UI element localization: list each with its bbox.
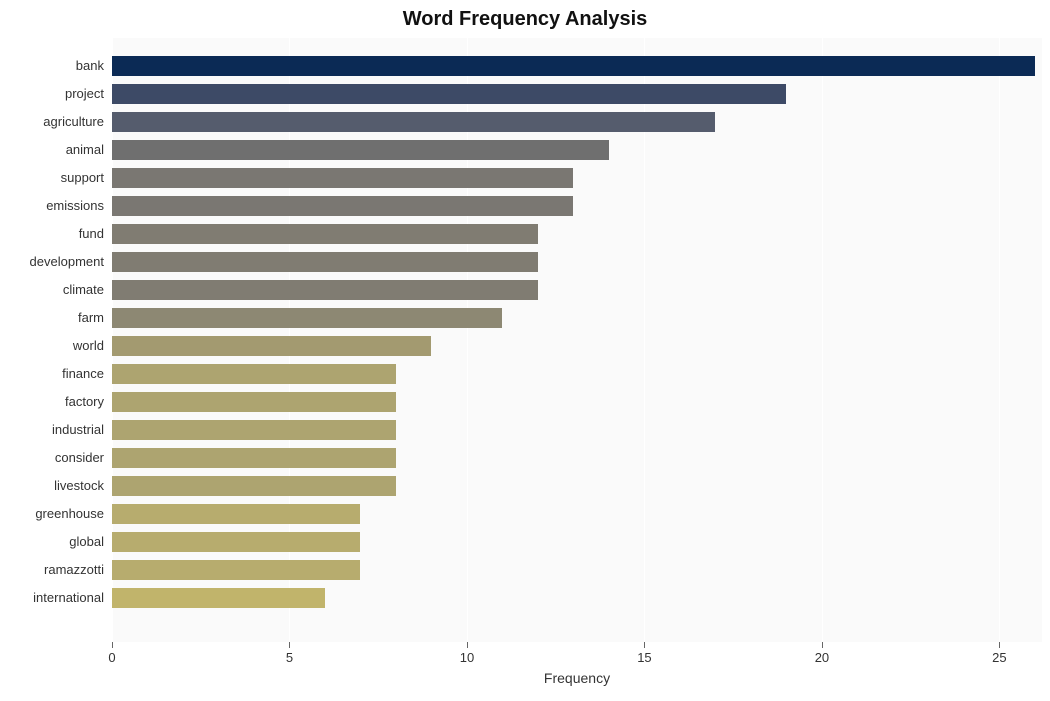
y-tick-label: international bbox=[0, 588, 104, 608]
y-tick-label: global bbox=[0, 532, 104, 552]
bar bbox=[112, 364, 396, 384]
bar bbox=[112, 84, 786, 104]
x-tick-mark bbox=[467, 642, 468, 648]
gridline bbox=[822, 38, 823, 642]
y-tick-label: ramazzotti bbox=[0, 560, 104, 580]
y-tick-label: industrial bbox=[0, 420, 104, 440]
bar bbox=[112, 168, 573, 188]
x-tick-mark bbox=[999, 642, 1000, 648]
bar bbox=[112, 224, 538, 244]
x-tick-label: 25 bbox=[992, 650, 1006, 665]
bar bbox=[112, 560, 360, 580]
y-tick-label: animal bbox=[0, 140, 104, 160]
x-tick-mark bbox=[822, 642, 823, 648]
y-tick-label: consider bbox=[0, 448, 104, 468]
bar bbox=[112, 448, 396, 468]
bar bbox=[112, 308, 502, 328]
x-tick-label: 20 bbox=[815, 650, 829, 665]
chart-container: Word Frequency Analysis bank project agric… bbox=[0, 0, 1050, 701]
y-tick-label: project bbox=[0, 84, 104, 104]
bar bbox=[112, 476, 396, 496]
y-tick-label: fund bbox=[0, 224, 104, 244]
chart-title: Word Frequency Analysis bbox=[0, 8, 1050, 31]
x-tick-mark bbox=[112, 642, 113, 648]
bar bbox=[112, 280, 538, 300]
bar bbox=[112, 588, 325, 608]
y-tick-label: farm bbox=[0, 308, 104, 328]
y-tick-label: emissions bbox=[0, 196, 104, 216]
y-tick-label: finance bbox=[0, 364, 104, 384]
y-tick-label: bank bbox=[0, 56, 104, 76]
bar bbox=[112, 252, 538, 272]
x-tick-label: 15 bbox=[637, 650, 651, 665]
bar bbox=[112, 392, 396, 412]
plot-area bbox=[112, 38, 1042, 642]
x-tick-label: 0 bbox=[108, 650, 115, 665]
bar bbox=[112, 336, 431, 356]
y-tick-label: development bbox=[0, 252, 104, 272]
bar bbox=[112, 196, 573, 216]
x-tick-label: 5 bbox=[286, 650, 293, 665]
bar bbox=[112, 56, 1035, 76]
bar bbox=[112, 140, 609, 160]
y-tick-label: world bbox=[0, 336, 104, 356]
y-tick-label: support bbox=[0, 168, 104, 188]
x-tick-label: 10 bbox=[460, 650, 474, 665]
x-tick-mark bbox=[644, 642, 645, 648]
bar bbox=[112, 420, 396, 440]
y-tick-label: livestock bbox=[0, 476, 104, 496]
bar bbox=[112, 112, 715, 132]
y-tick-label: agriculture bbox=[0, 112, 104, 132]
bar bbox=[112, 532, 360, 552]
y-tick-label: climate bbox=[0, 280, 104, 300]
x-axis-label: Frequency bbox=[544, 670, 610, 686]
y-tick-label: greenhouse bbox=[0, 504, 104, 524]
bar bbox=[112, 504, 360, 524]
y-tick-label: factory bbox=[0, 392, 104, 412]
x-tick-mark bbox=[289, 642, 290, 648]
gridline bbox=[999, 38, 1000, 642]
